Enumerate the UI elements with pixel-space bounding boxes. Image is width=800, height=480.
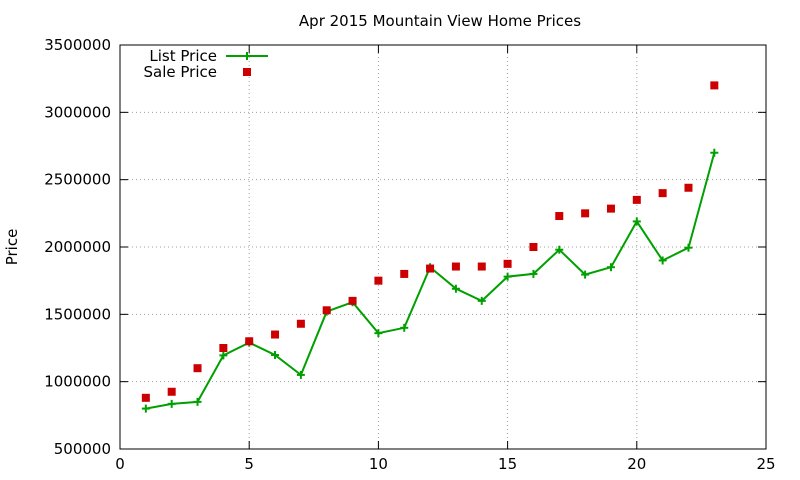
sale-price-point (322, 306, 331, 315)
x-tick-label: 5 (244, 455, 254, 473)
list-price-point (632, 217, 641, 226)
list-price-point (193, 397, 202, 406)
list-price-point (529, 269, 538, 278)
sale-price-point (167, 387, 176, 396)
list-price-point (400, 323, 409, 332)
sale-price-point (555, 212, 564, 221)
x-tick-label: 0 (115, 455, 125, 473)
legend-swatch-sale-price (243, 68, 251, 76)
list-price-point (477, 296, 486, 305)
list-price-point (219, 351, 228, 360)
sale-price-point (219, 344, 228, 352)
sale-price-point (632, 195, 641, 204)
sale-price-point (581, 209, 590, 218)
axis-ticks (119, 44, 767, 450)
y-tick-label: 2000000 (44, 238, 111, 256)
sale-price-point (451, 262, 460, 271)
sale-price-point (141, 393, 150, 402)
list-price-point (684, 243, 693, 252)
sale-price-point (296, 319, 305, 328)
sale-price-point (271, 330, 280, 339)
list-price-point (167, 399, 176, 408)
y-tick-label: 500000 (54, 440, 111, 458)
list-price-point (296, 370, 305, 379)
y-tick-label: 1000000 (44, 373, 111, 391)
y-tick-label: 2500000 (44, 171, 111, 189)
grid (120, 45, 766, 449)
sale-price-point (529, 243, 538, 251)
sale-price-point (193, 364, 202, 373)
y-axis-label: Price (3, 229, 21, 266)
sale-price-point (606, 204, 615, 213)
list-price-point (581, 270, 590, 279)
list-price-point (451, 284, 460, 293)
y-tick-label: 3500000 (44, 36, 111, 54)
list-price-point (141, 404, 150, 413)
sale-price-point (348, 296, 357, 305)
y-tick-label: 3000000 (44, 103, 111, 121)
list-price-point (658, 256, 667, 265)
sale-price-point (374, 276, 383, 285)
sale-price-point (710, 81, 719, 90)
sale-price-point (658, 189, 667, 198)
sale-price-point (503, 259, 512, 268)
x-tick-label: 10 (369, 455, 388, 473)
sale-price-point (477, 262, 486, 271)
sale-price-point (426, 264, 435, 273)
sale-price-point (245, 337, 254, 346)
x-tick-label: 25 (756, 455, 775, 473)
list-price-point (555, 245, 564, 254)
x-tick-label: 15 (498, 455, 517, 473)
legend-label-list-price: List Price (149, 47, 217, 65)
sale-price-point (400, 269, 409, 278)
x-tick-label: 20 (627, 455, 646, 473)
tick-labels: 0 5 10 15 20 25 500000 1000000 1500000 2000000 250… (44, 36, 775, 473)
y-tick-label: 1500000 (44, 305, 111, 323)
list-price-point (503, 272, 512, 281)
legend-label-sale-price: Sale Price (144, 63, 217, 81)
list-price-point (606, 263, 615, 272)
series-layer (141, 81, 719, 413)
list-price-line (145, 152, 716, 410)
list-price-point (271, 351, 280, 360)
chart-title: Apr 2015 Mountain View Home Prices (299, 12, 581, 30)
list-price-point (374, 329, 383, 338)
list-price-point (710, 148, 719, 157)
sale-price-point (684, 183, 693, 192)
